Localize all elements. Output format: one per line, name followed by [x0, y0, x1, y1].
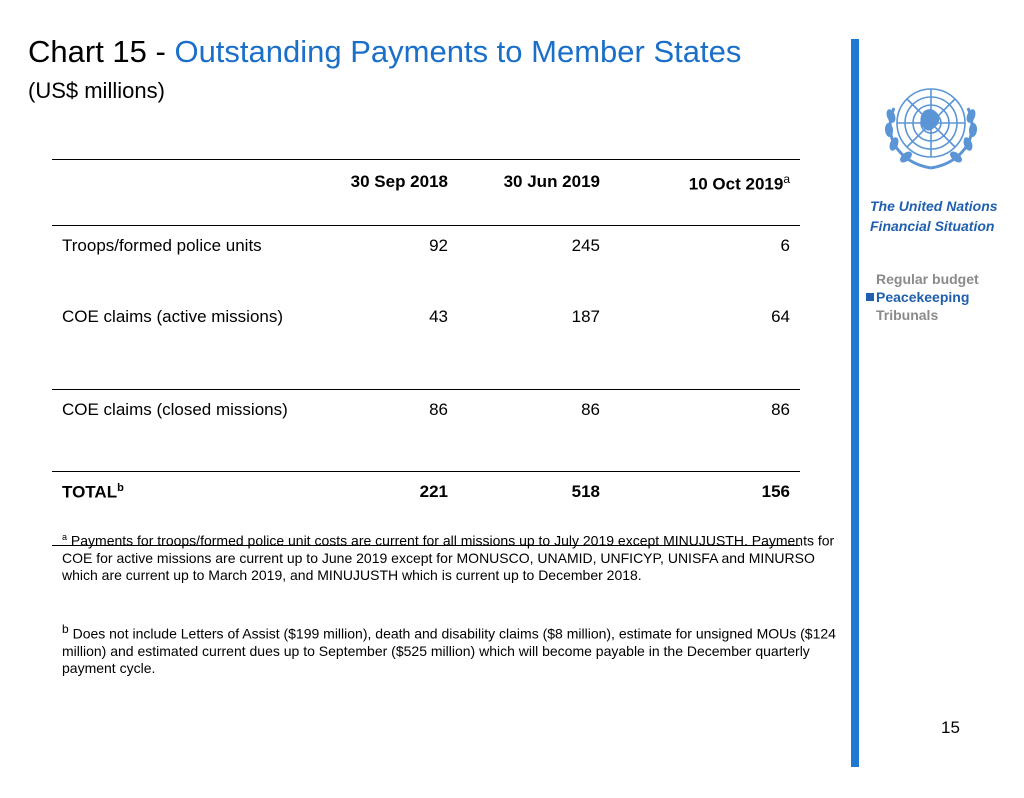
outstanding-payments-table: 30 Sep 2018 30 Jun 2019 10 Oct 2019a Tro… — [52, 159, 800, 546]
nav-item-tribunals[interactable]: Tribunals — [876, 307, 939, 323]
footnote-b-marker: b — [62, 622, 69, 636]
total-cell: 518 — [458, 471, 610, 546]
footnote-a-text: Payments for troops/formed police unit c… — [62, 532, 835, 583]
un-emblem-icon — [884, 88, 978, 170]
table-cell: 86 — [458, 389, 610, 472]
column-header-sep-2018: 30 Sep 2018 — [324, 159, 458, 226]
row-label: Troops/formed police units — [62, 236, 262, 255]
footnote-marker-a: a — [783, 172, 790, 186]
column-header-jun-2019: 30 Jun 2019 — [458, 159, 610, 226]
footnote-b: b Does not include Letters of Assist ($1… — [62, 621, 844, 677]
org-line-1: The United Nations — [870, 198, 998, 214]
org-line-2: Financial Situation — [870, 218, 995, 234]
footnote-a: a Payments for troops/formed police unit… — [62, 529, 844, 584]
table-header-row: 30 Sep 2018 30 Jun 2019 10 Oct 2019a — [52, 159, 800, 226]
column-header-label — [52, 159, 324, 226]
total-row: TOTALb 221 518 156 — [52, 471, 800, 546]
total-cell: 156 — [610, 471, 800, 546]
table-cell: 92 — [429, 236, 448, 255]
table-cell: 43 — [429, 307, 448, 326]
section-nav: Regular budget Peacekeeping Tribunals — [862, 270, 979, 324]
table-cell: 187 — [571, 307, 600, 326]
total-cell: 221 — [324, 471, 458, 546]
column-header-oct-2019: 10 Oct 2019a — [610, 159, 800, 226]
footnote-b-text: Does not include Letters of Assist ($199… — [62, 625, 836, 676]
row-label: COE claims (closed missions) — [52, 389, 324, 472]
page-number: 15 — [941, 718, 960, 737]
page-title: Chart 15 - Outstanding Payments to Membe… — [28, 34, 741, 70]
table-row: COE claims (closed missions) 86 86 86 — [52, 389, 800, 472]
units-subtitle: (US$ millions) — [28, 78, 165, 103]
row-label: COE claims (active missions) — [62, 307, 284, 326]
table-cell: 64 — [771, 307, 790, 326]
org-title: The United Nations Financial Situation — [870, 196, 998, 236]
title-main: Outstanding Payments to Member States — [174, 34, 742, 69]
nav-item-peacekeeping[interactable]: Peacekeeping — [862, 288, 979, 306]
accent-bar — [851, 39, 859, 767]
table-row: Troops/formed police units 92 245 6 — [52, 226, 800, 298]
table-cell: 86 — [610, 389, 800, 472]
table-cell: 245 — [571, 236, 600, 255]
title-prefix: Chart 15 - — [28, 34, 175, 69]
nav-item-regular-budget[interactable]: Regular budget — [876, 271, 979, 287]
footnote-marker-b: b — [117, 482, 124, 494]
active-marker-icon — [866, 293, 874, 301]
total-label: TOTALb — [52, 471, 324, 546]
footnote-a-marker: a — [62, 532, 68, 542]
table-row: COE claims (active missions) 43 187 64 — [52, 297, 800, 390]
table-cell: 6 — [780, 236, 790, 255]
table-cell: 86 — [324, 389, 458, 472]
